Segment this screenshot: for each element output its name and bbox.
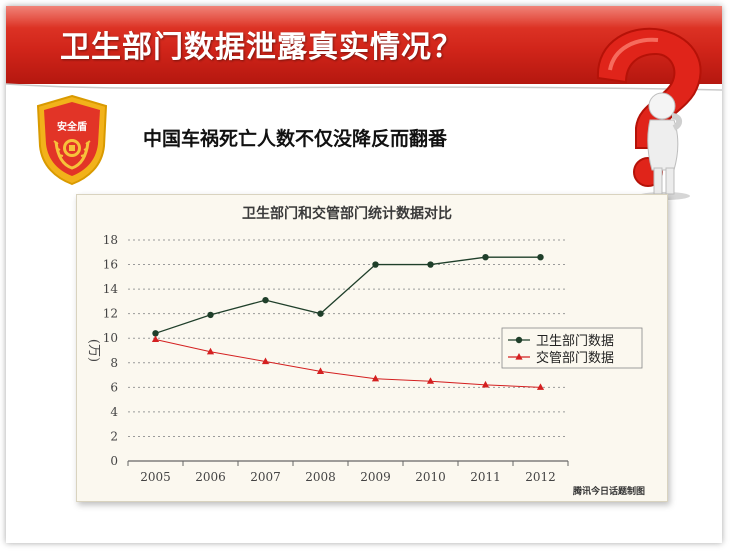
- y-axis-label: (万): [86, 339, 101, 362]
- legend-label-1: 卫生部门数据: [536, 334, 614, 349]
- data-point-1: [207, 311, 214, 319]
- x-tick-label: 2009: [360, 470, 391, 484]
- banner-wave-divider: [6, 83, 722, 100]
- data-point-1: [427, 261, 434, 268]
- data-point-2: [426, 377, 435, 384]
- x-tick-label: 2008: [305, 470, 336, 484]
- series-line-1: [155, 256, 541, 334]
- chart-title: 卫生部门和交管部门统计数据对比: [242, 205, 452, 222]
- y-tick-label: 12: [103, 307, 118, 321]
- x-tick-label: 2005: [140, 470, 171, 484]
- y-tick-label: 6: [110, 380, 118, 394]
- x-tick-label: 2010: [415, 470, 446, 484]
- banner-shine: [6, 6, 722, 28]
- badge-label: 安全盾: [57, 122, 87, 133]
- shield-badge-icon: [36, 94, 108, 186]
- legend-marker-1: [515, 336, 523, 344]
- y-tick-label: 16: [103, 258, 118, 272]
- chart-credit: 腾讯今日话题制图: [573, 487, 646, 497]
- data-point-2: [206, 347, 215, 355]
- data-point-2: [481, 380, 490, 388]
- slide-title: 卫生部门数据泄露真实情况？: [60, 30, 463, 65]
- y-tick-label: 10: [103, 331, 118, 345]
- series-line-2: [155, 338, 541, 388]
- x-tick-label: 2006: [195, 470, 226, 484]
- data-point-1: [262, 296, 269, 304]
- data-point-2: [316, 367, 325, 374]
- legend-label-2: 交管部门数据: [536, 350, 614, 366]
- data-point-1: [372, 261, 379, 268]
- slide-subtitle: 中国车祸死亡人数不仅没降反而翻番: [143, 128, 448, 150]
- y-tick-label: 18: [103, 233, 118, 247]
- x-tick-label: 2007: [250, 470, 281, 484]
- y-tick-label: 0: [110, 454, 118, 468]
- question-figure-art: [596, 27, 702, 200]
- line-chart: 卫生部门和交管部门统计数据对比 0 2 4 6 8 10 12 14 16 18 2005 2006 20…: [86, 205, 643, 484]
- y-tick-label: 2: [110, 429, 118, 443]
- data-point-2: [536, 383, 545, 390]
- legend-box: [501, 327, 643, 369]
- x-tick-label: 2012: [525, 470, 556, 484]
- legend-marker-2: [515, 353, 523, 360]
- data-point-2: [261, 357, 270, 365]
- x-tick-label: 2011: [470, 470, 501, 484]
- y-tick-label: 8: [110, 356, 118, 370]
- data-point-2: [151, 335, 160, 343]
- data-point-1: [537, 253, 544, 261]
- y-tick-label: 14: [103, 282, 119, 296]
- data-point-2: [371, 374, 380, 382]
- data-point-1: [152, 330, 159, 337]
- data-point-1: [482, 253, 489, 261]
- data-point-1: [317, 310, 324, 317]
- y-tick-label: 4: [110, 405, 118, 419]
